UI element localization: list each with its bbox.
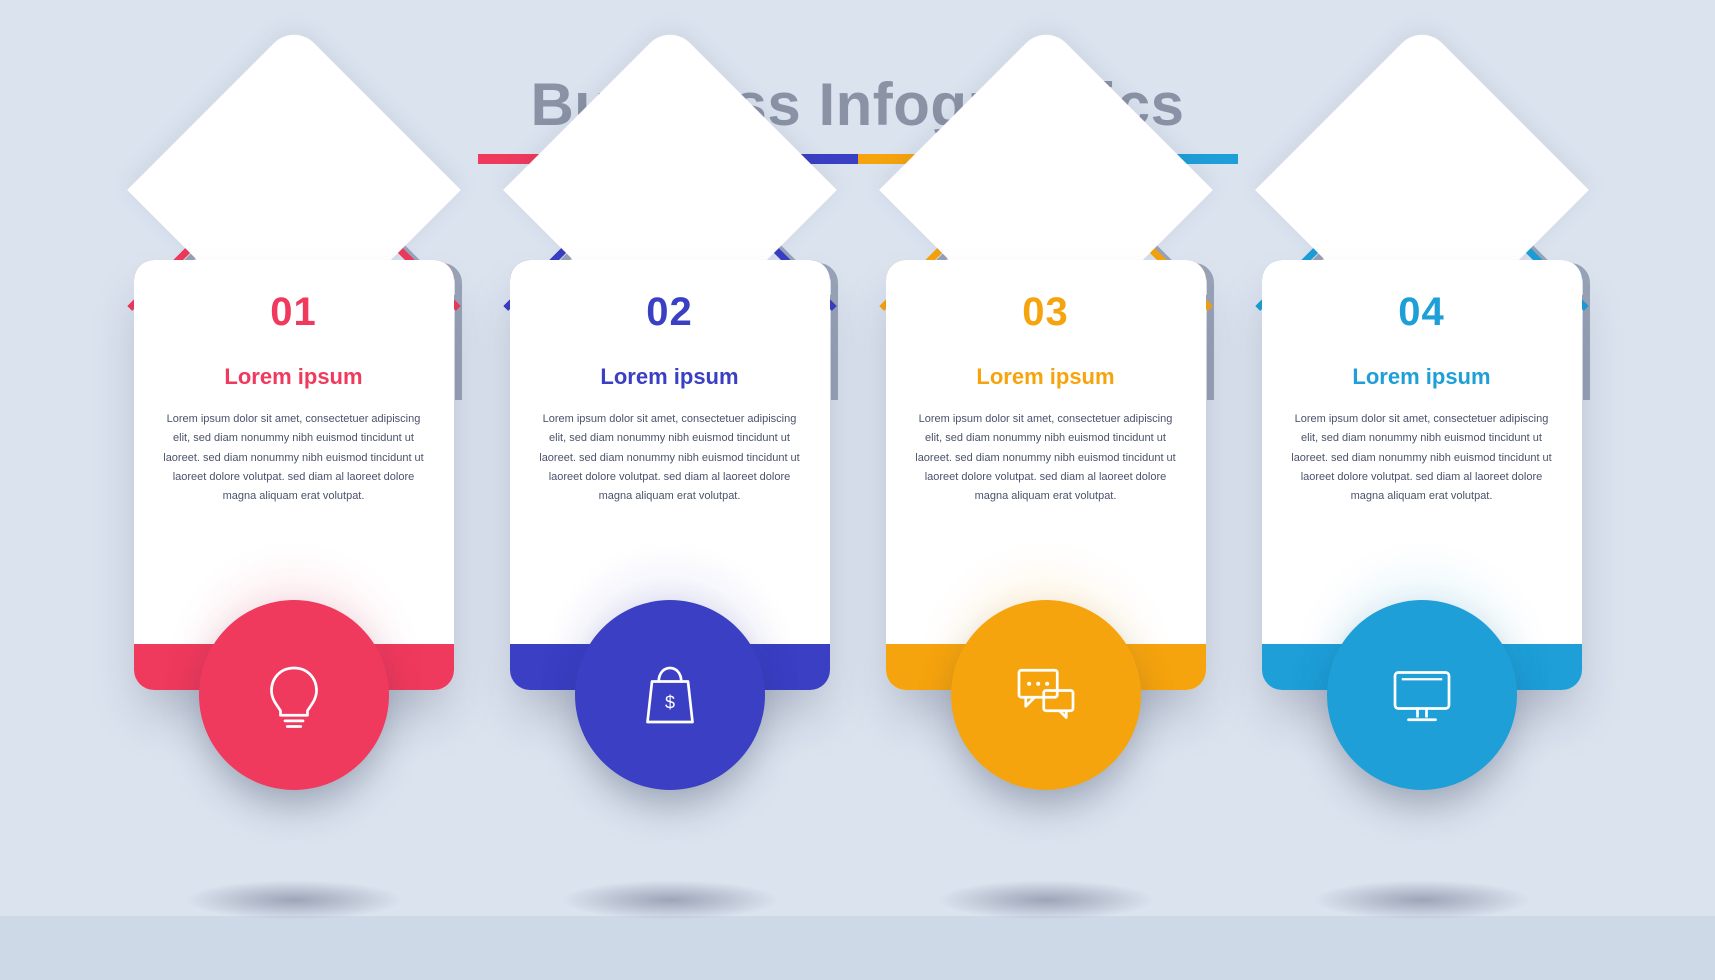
- step-card-02: 02 Lorem ipsum Lorem ipsum dolor sit amet,…: [510, 260, 830, 820]
- icon-circle: [575, 600, 765, 790]
- step-card-04: 04 Lorem ipsum Lorem ipsum dolor sit amet,…: [1262, 260, 1582, 820]
- step-number: 02: [510, 290, 830, 335]
- icon-circle: [199, 600, 389, 790]
- card-roof: [886, 190, 1206, 260]
- step-subtitle: Lorem ipsum: [1262, 364, 1582, 390]
- infographic-canvas: Business Infographics 01Lorem ipsumLorem…: [0, 0, 1715, 980]
- cards-row: 01 Lorem ipsum Lorem ipsum dolor sit amet,…: [0, 260, 1715, 820]
- icon-circle: [1327, 600, 1517, 790]
- step-number: 03: [886, 290, 1206, 335]
- icon-circle: [951, 600, 1141, 790]
- floor-shadow: [184, 880, 404, 920]
- chat-icon: [1010, 659, 1082, 731]
- step-body-text: Lorem ipsum dolor sit amet, consectetuer…: [538, 410, 802, 506]
- step-subtitle: Lorem ipsum: [886, 364, 1206, 390]
- shopping-bag-icon: [634, 659, 706, 731]
- step-subtitle: Lorem ipsum: [134, 364, 454, 390]
- floor-shadow: [936, 880, 1156, 920]
- step-card-01: 01 Lorem ipsum Lorem ipsum dolor sit amet,…: [134, 260, 454, 820]
- lightbulb-icon: [258, 659, 330, 731]
- step-number: 04: [1262, 290, 1582, 335]
- step-body-text: Lorem ipsum dolor sit amet, consectetuer…: [162, 410, 426, 506]
- floor-shadow: [560, 880, 780, 920]
- card-roof: [1262, 190, 1582, 260]
- card-roof: [134, 190, 454, 260]
- step-body-text: Lorem ipsum dolor sit amet, consectetuer…: [914, 410, 1178, 506]
- step-body-text: Lorem ipsum dolor sit amet, consectetuer…: [1290, 410, 1554, 506]
- floor-shadow: [1312, 880, 1532, 920]
- step-subtitle: Lorem ipsum: [510, 364, 830, 390]
- bottom-strip: [0, 916, 1715, 980]
- monitor-icon: [1386, 659, 1458, 731]
- step-card-03: 03 Lorem ipsum Lorem ipsum dolor sit amet,…: [886, 260, 1206, 820]
- step-number: 01: [134, 290, 454, 335]
- card-roof: [510, 190, 830, 260]
